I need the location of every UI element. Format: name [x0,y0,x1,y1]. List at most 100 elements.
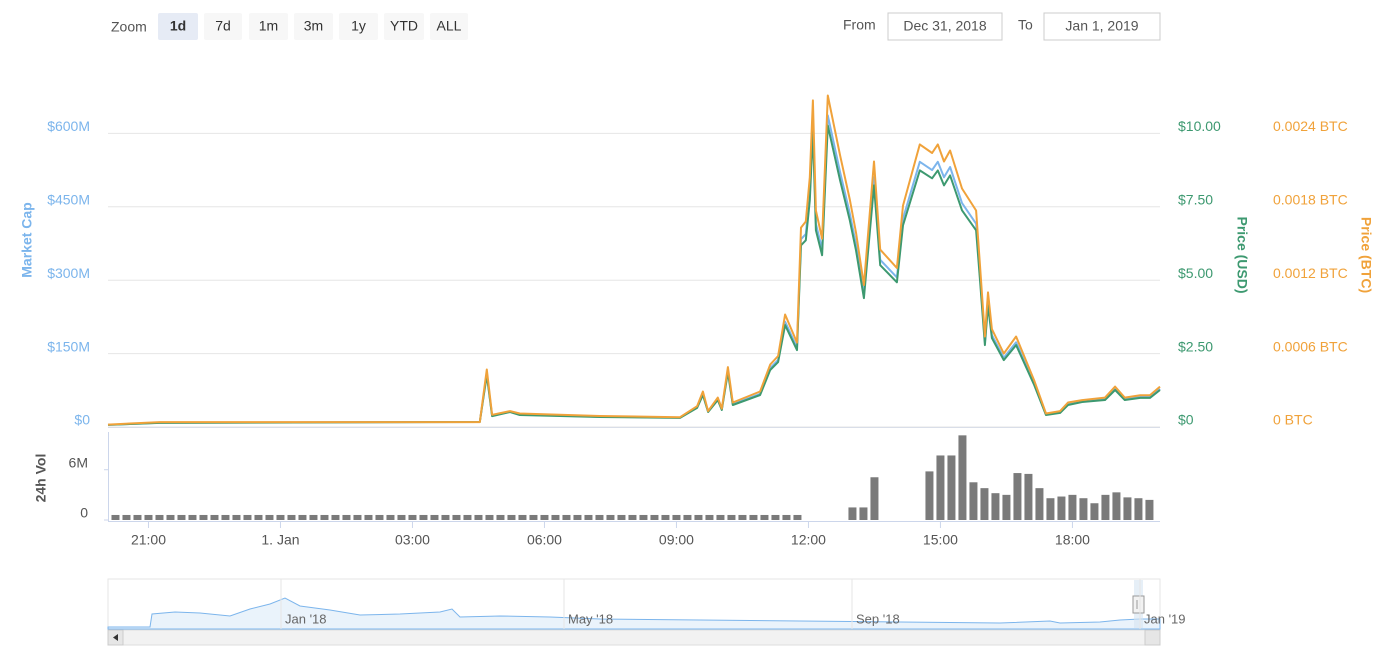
zoom-button[interactable] [339,13,378,40]
zoom-button[interactable] [384,13,424,40]
volume-bar [1112,492,1121,520]
volume-bar [1057,496,1066,520]
volume-bar [991,493,1000,520]
volume-bar [518,514,527,520]
zoom-button[interactable] [249,13,288,40]
navigator-tick-label: May '18 [568,611,613,626]
zoom-button[interactable] [430,13,468,40]
scroll-right[interactable] [1144,629,1161,646]
volume-bar [606,514,615,520]
axis-title: 24h Vol [33,454,49,503]
volume-bar [507,514,516,520]
volume-panel: 0 6M 24h Vol 21:00 1. Jan 03:00 06:00 09:00 12:0… [33,435,1154,548]
volume-bar [683,514,692,520]
volume-bar [1035,488,1044,520]
y3-tick-label: 0.0024 BTC [1273,118,1348,134]
volume-bar [287,514,296,520]
volume-bar [452,514,461,520]
volume-bar [969,482,978,520]
axis-title: Price (BTC) [1358,217,1374,293]
volume-bar [661,514,670,520]
y2-tick-label: $0 [1178,412,1194,428]
volume-bar [397,514,406,520]
volume-bar [958,435,967,520]
volume-bar [529,514,538,520]
volume-bar [276,514,285,520]
volume-bar [639,514,648,520]
volume-bar [749,514,758,520]
navigator: Jan '18 May '18 Sep '18 Jan '19 [107,578,1186,646]
x-tick-label: 12:00 [791,532,826,548]
volume-bar [573,514,582,520]
scrollbar-track[interactable] [107,629,1161,646]
volume-bar [111,514,120,520]
volume-bar [705,514,714,520]
volume-bar [1068,494,1077,520]
zoom-button-label[interactable]: 1m [259,18,278,34]
from-label: From [843,17,876,33]
from-input[interactable] [887,12,1003,41]
volume-bar [210,514,219,520]
volume-bar [496,514,505,520]
x-tick-label: 21:00 [131,532,166,548]
zoom-button[interactable] [204,13,242,40]
volume-bar [617,514,626,520]
volume-bar [1079,498,1088,520]
zoom-button-label[interactable]: 1y [351,18,366,34]
y2-tick-label: $2.50 [1178,338,1213,354]
zoom-button-label[interactable]: 7d [215,18,231,34]
volume-bar [782,514,791,520]
volume-bar [122,514,131,520]
zoom-button-label[interactable]: 1d [170,18,186,34]
zoom-button-label[interactable]: ALL [437,18,462,34]
to-input[interactable] [1043,12,1161,41]
axis-title: Market Cap [19,202,35,277]
volume-bar [870,477,879,520]
volume-bar [199,514,208,520]
volume-bar [1046,498,1055,520]
volume-bar [980,488,989,520]
y-tick-label: 6M [69,454,88,470]
volume-bar [1101,494,1110,520]
volume-bar [342,514,351,520]
volume-bar [727,514,736,520]
volume-bar [243,514,252,520]
volume-bar [265,514,274,520]
x-tick-label: 06:00 [527,532,562,548]
volume-bar [947,455,956,520]
controls: Zoom 1d 7d 1m 3m 1y YTD ALL From Dec 31, 2018 To Ja… [111,12,1161,41]
navigator-tick-label: Sep '18 [856,611,900,626]
y-tick-label: $150M [47,338,90,354]
navigator-tick-label: Jan '18 [285,611,327,626]
volume-bar [133,514,142,520]
navigator-tick-label: Jan '19 [1144,611,1186,626]
volume-bar [463,514,472,520]
zoom-button-label[interactable]: 3m [304,18,323,34]
zoom-button-label[interactable]: YTD [390,18,418,34]
volume-bar [848,507,857,520]
y3-tick-label: 0.0012 BTC [1273,265,1348,281]
volume-bar [925,471,934,520]
zoom-button[interactable] [294,13,333,40]
from-value[interactable]: Dec 31, 2018 [903,18,986,34]
volume-bar [221,514,230,520]
volume-bar [595,514,604,520]
volume-bar [232,514,241,520]
volume-bar [309,514,318,520]
volume-bar [771,514,780,520]
y3-tick-label: 0.0006 BTC [1273,338,1348,354]
y-tick-label: $300M [47,265,90,281]
volume-bar [408,514,417,520]
volume-bar [353,514,362,520]
volume-bar [936,455,945,520]
to-value[interactable]: Jan 1, 2019 [1065,18,1138,34]
y-tick-label: 0 [80,505,88,521]
x-tick-label: 1. Jan [261,532,299,548]
zoom-button[interactable] [158,13,198,40]
navigator-series [107,597,1161,630]
volume-bar [716,514,725,520]
volume-bar [441,514,450,520]
volume-bar [1145,499,1154,520]
navigator-handle[interactable] [1132,595,1145,614]
